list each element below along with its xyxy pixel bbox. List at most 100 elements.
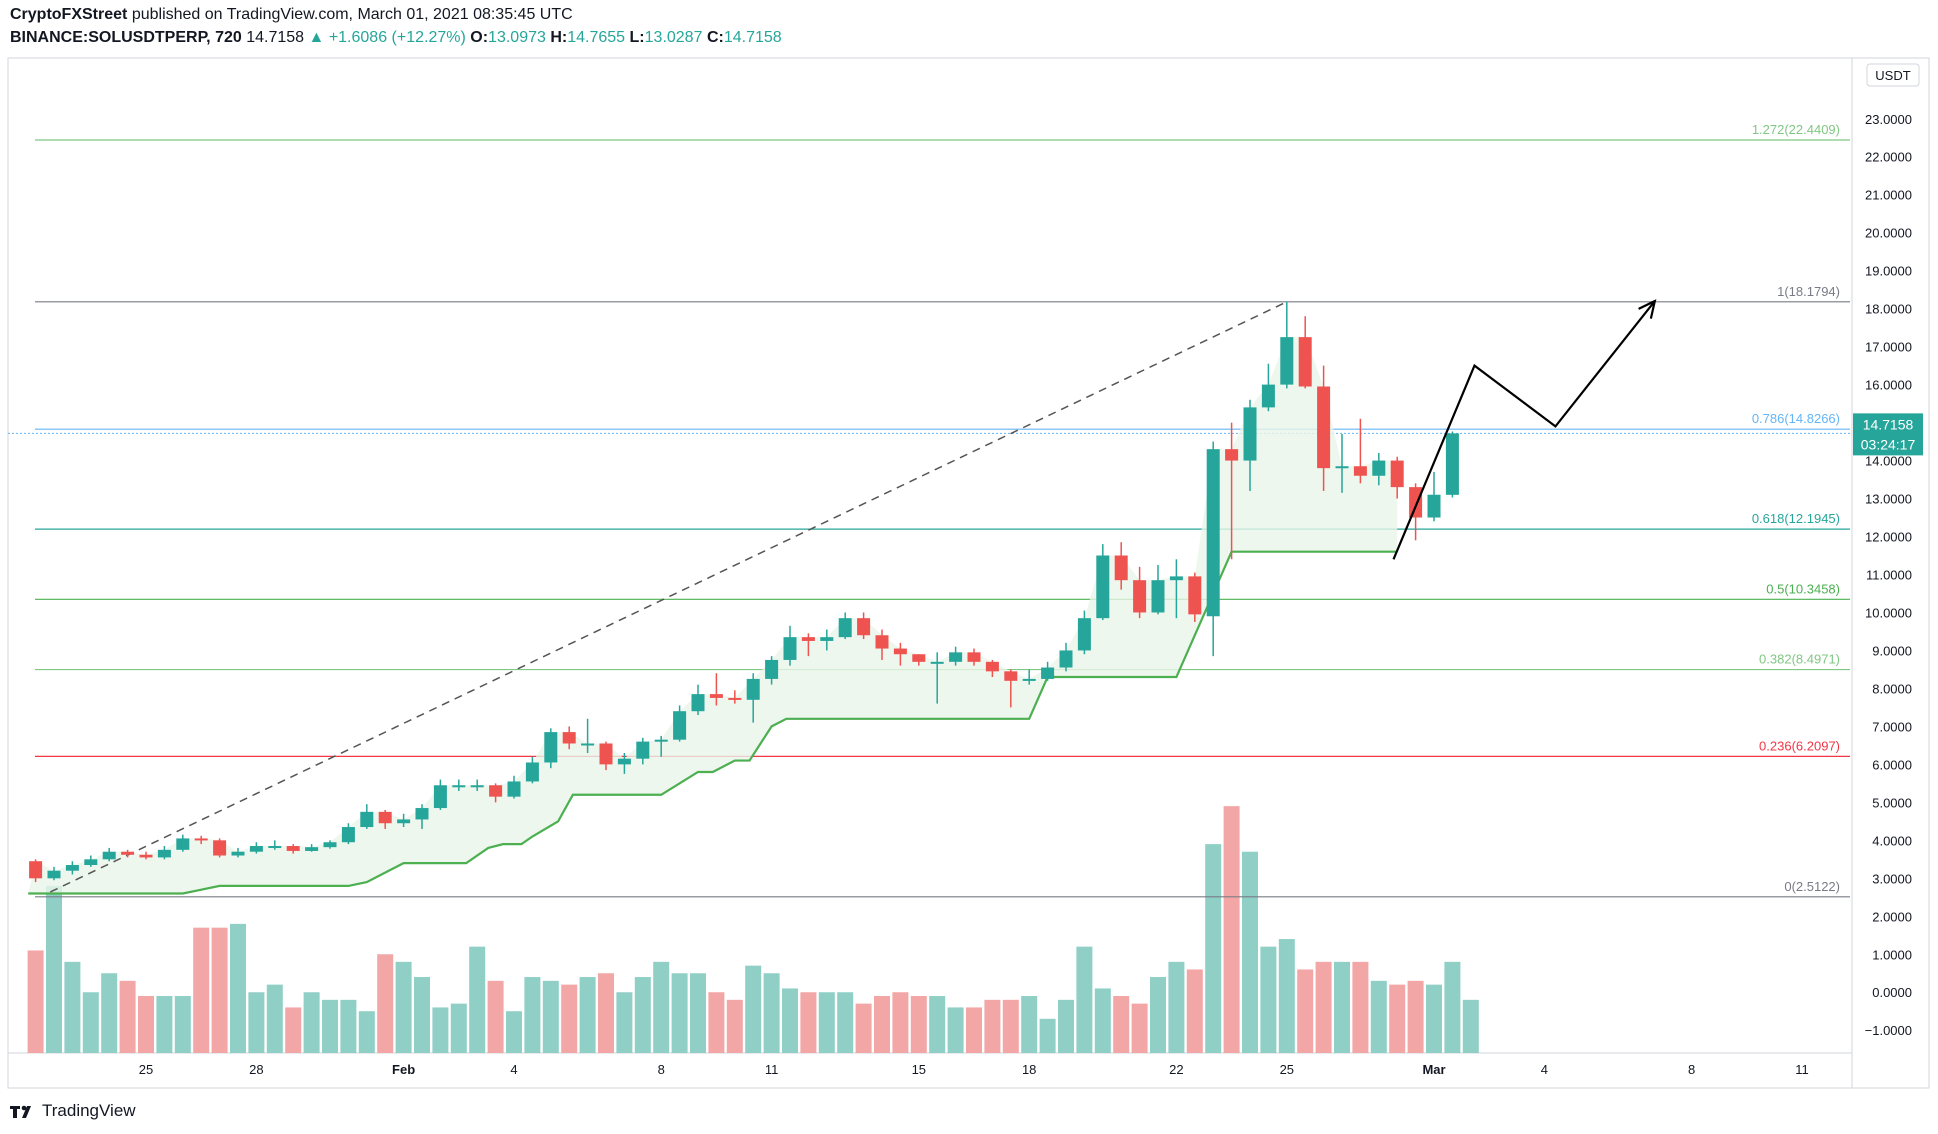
candle-body bbox=[1390, 460, 1404, 488]
candle-body bbox=[452, 785, 466, 788]
volume-bar bbox=[27, 950, 44, 1053]
y-tick-label: 18.0000 bbox=[1865, 302, 1912, 317]
last-price-tag: 14.7158 03:24:17 bbox=[1853, 413, 1923, 456]
volume-bar bbox=[469, 946, 486, 1053]
y-tick-label: 6.0000 bbox=[1872, 757, 1912, 772]
candle-body bbox=[525, 762, 539, 782]
candle-body bbox=[507, 781, 521, 797]
y-tick-label: 14.0000 bbox=[1865, 454, 1912, 469]
candle-body bbox=[985, 661, 999, 672]
volume-bar bbox=[561, 984, 578, 1053]
candle-body bbox=[489, 785, 503, 797]
volume-bar bbox=[855, 1003, 872, 1053]
price-chart[interactable]: 1.272(22.4409) 1(18.1794) 0.786(14.8266) 0.… bbox=[0, 0, 1938, 1090]
candle-body bbox=[654, 739, 668, 742]
volume-bar bbox=[1315, 961, 1332, 1053]
volume-bar bbox=[524, 977, 541, 1053]
candle-body bbox=[967, 652, 981, 662]
volume-bar bbox=[745, 965, 762, 1053]
open-value: 13.0973 bbox=[488, 29, 546, 46]
candle-body bbox=[194, 838, 208, 841]
candle-body bbox=[176, 838, 190, 850]
volume-bar bbox=[1223, 806, 1240, 1053]
volume-bar bbox=[1205, 844, 1222, 1053]
volume-bar bbox=[395, 961, 412, 1053]
volume-bar bbox=[910, 996, 927, 1053]
candle-body bbox=[930, 661, 944, 664]
volume-bar bbox=[211, 927, 228, 1053]
volume-bar bbox=[1094, 988, 1111, 1053]
volume-bar bbox=[653, 961, 670, 1053]
author-name[interactable]: CryptoFXStreet bbox=[10, 6, 128, 23]
supertrend bbox=[28, 337, 1398, 895]
x-tick-label: 25 bbox=[1280, 1062, 1294, 1077]
volume-bar bbox=[782, 988, 798, 1053]
volume-bar bbox=[156, 996, 173, 1053]
volume-bar bbox=[358, 1011, 375, 1053]
candle-body bbox=[1409, 487, 1423, 518]
candle-body bbox=[912, 654, 926, 662]
currency-badge[interactable]: USDT bbox=[1866, 63, 1920, 87]
volume-bar bbox=[64, 961, 81, 1053]
tradingview-logo-icon[interactable] bbox=[10, 1103, 36, 1119]
x-tick-label: 28 bbox=[249, 1062, 263, 1077]
candle-body bbox=[213, 840, 227, 856]
x-tick-label: 4 bbox=[1541, 1062, 1548, 1077]
x-tick-label: 8 bbox=[1688, 1062, 1695, 1077]
time-axis[interactable]: 25 28 Feb 4 8 11 15 18 22 25 Mar 4 8 11 bbox=[139, 1062, 1809, 1077]
volume-bar bbox=[1168, 961, 1185, 1053]
candle-body bbox=[617, 758, 631, 765]
volume-bar bbox=[1113, 996, 1130, 1053]
fib-label-0.236: 0.236(6.2097) bbox=[1759, 738, 1840, 753]
volume-bar bbox=[1058, 999, 1074, 1053]
candle-body bbox=[378, 811, 392, 824]
tradingview-brand[interactable]: TradingView bbox=[42, 1101, 136, 1120]
open-label: O: bbox=[470, 29, 489, 46]
fib-trend-line bbox=[49, 301, 1288, 893]
candle-body bbox=[1022, 678, 1036, 681]
supertrend-line bbox=[28, 550, 1398, 895]
chart-frame bbox=[7, 57, 1930, 1089]
volume-bar bbox=[690, 973, 706, 1053]
supertrend-fill bbox=[28, 337, 1398, 894]
candle-body bbox=[838, 618, 852, 638]
candle-body bbox=[801, 637, 815, 641]
volume-bar bbox=[1352, 961, 1369, 1053]
candle-body bbox=[1004, 671, 1018, 681]
volume-bar bbox=[708, 992, 725, 1053]
candle-body bbox=[562, 732, 576, 744]
candle-body bbox=[1188, 576, 1202, 615]
x-tick-label: 15 bbox=[912, 1062, 926, 1077]
symbol-name[interactable]: BINANCE:SOLUSDTPERP, 720 bbox=[10, 29, 242, 46]
candle-body bbox=[949, 652, 963, 662]
candle-body bbox=[1133, 580, 1147, 613]
projection-path bbox=[1392, 299, 1657, 560]
x-tick-label: 4 bbox=[510, 1062, 517, 1077]
volume-bar bbox=[892, 992, 909, 1053]
candle-body bbox=[286, 846, 300, 851]
fib-label-0.786: 0.786(14.8266) bbox=[1752, 411, 1840, 426]
candle-body bbox=[673, 711, 687, 740]
volume-bars bbox=[27, 806, 1479, 1053]
volume-bar bbox=[322, 999, 338, 1053]
volume-bar bbox=[1462, 999, 1479, 1053]
volume-bar bbox=[1370, 980, 1387, 1053]
volume-bar bbox=[1260, 946, 1277, 1053]
candle-body bbox=[1261, 384, 1275, 408]
y-tick-label: 3.0000 bbox=[1872, 871, 1912, 886]
volume-bar bbox=[1407, 980, 1424, 1053]
candle-body bbox=[691, 694, 705, 712]
candles bbox=[29, 301, 1459, 883]
candle-body bbox=[29, 861, 43, 879]
volume-bar bbox=[947, 1007, 964, 1053]
volume-bar bbox=[266, 984, 283, 1053]
up-arrow-icon: ▲ bbox=[308, 29, 325, 46]
price-axis[interactable]: 23.0000 22.0000 21.0000 20.0000 19.0000 18.00… bbox=[1865, 112, 1912, 1038]
y-tick-label: 0.0000 bbox=[1872, 985, 1912, 1000]
candle-body bbox=[84, 859, 98, 866]
x-tick-label: 11 bbox=[765, 1062, 779, 1077]
candle-body bbox=[433, 785, 447, 809]
candle-body bbox=[1372, 460, 1386, 476]
x-tick-label: Mar bbox=[1422, 1062, 1445, 1077]
candle-body bbox=[857, 618, 871, 636]
